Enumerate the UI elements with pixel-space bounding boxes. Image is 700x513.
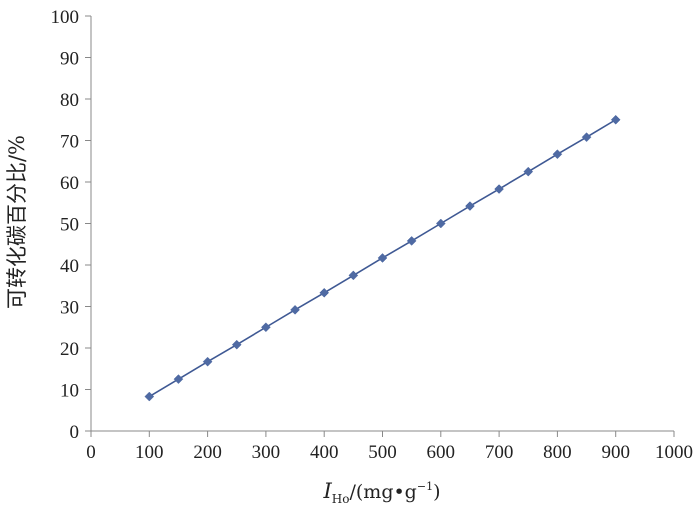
y-tick-label: 20 bbox=[60, 339, 79, 360]
y-tick-label: 90 bbox=[60, 49, 79, 70]
x-tick-label: 100 bbox=[135, 442, 164, 463]
data-point bbox=[290, 304, 300, 315]
data-point bbox=[406, 236, 417, 246]
x-axis-label: IHo/(mg•g−1) bbox=[322, 479, 440, 506]
x-tick-label: 800 bbox=[543, 442, 572, 463]
data-point bbox=[202, 356, 213, 367]
series-group bbox=[144, 114, 621, 402]
data-point bbox=[552, 149, 563, 160]
y-axis: 0 10 20 30 40 50 60 70 80 90 100 bbox=[51, 7, 92, 443]
y-tick-label: 100 bbox=[51, 7, 80, 28]
data-point bbox=[144, 391, 155, 402]
y-tick-label: 60 bbox=[60, 173, 79, 194]
y-axis-label: 可转化碳百分比/% bbox=[5, 135, 29, 309]
x-tick-label: 200 bbox=[193, 442, 222, 463]
x-axis-label-unit-prefix: /(mg•g bbox=[349, 481, 416, 503]
data-point bbox=[435, 218, 446, 229]
x-axis-label-subscript: Ho bbox=[332, 492, 350, 506]
x-tick-label: 0 bbox=[86, 442, 96, 463]
data-point bbox=[494, 184, 504, 194]
data-point bbox=[581, 132, 592, 143]
x-axis-label-symbol: I bbox=[322, 479, 332, 503]
y-tick-label: 70 bbox=[60, 132, 79, 153]
x-axis: 0 100 200 300 400 500 600 700 800 900 1000 bbox=[86, 430, 693, 463]
data-point bbox=[173, 374, 184, 384]
y-tick-label: 0 bbox=[70, 422, 80, 443]
y-tick-label: 80 bbox=[60, 90, 79, 111]
data-point bbox=[465, 201, 475, 211]
data-point bbox=[231, 339, 242, 350]
data-point bbox=[523, 166, 534, 177]
y-tick-label: 10 bbox=[60, 381, 79, 402]
data-point bbox=[319, 287, 330, 298]
x-tick-label: 1000 bbox=[655, 442, 693, 463]
data-point bbox=[377, 253, 388, 263]
x-tick-label: 600 bbox=[427, 442, 456, 463]
x-axis-label-unit-sup: −1 bbox=[417, 480, 433, 493]
data-point bbox=[261, 322, 271, 333]
x-axis-label-unit-suffix: ) bbox=[433, 481, 440, 503]
y-tick-label: 40 bbox=[60, 256, 79, 277]
data-point bbox=[610, 114, 621, 125]
x-tick-label: 700 bbox=[485, 442, 514, 463]
data-point bbox=[348, 270, 359, 281]
y-tick-label: 30 bbox=[60, 298, 79, 319]
y-tick-label: 50 bbox=[60, 215, 79, 236]
x-tick-label: 300 bbox=[252, 442, 281, 463]
x-tick-label: 400 bbox=[310, 442, 339, 463]
x-tick-label: 900 bbox=[601, 442, 630, 463]
x-tick-label: 500 bbox=[368, 442, 397, 463]
